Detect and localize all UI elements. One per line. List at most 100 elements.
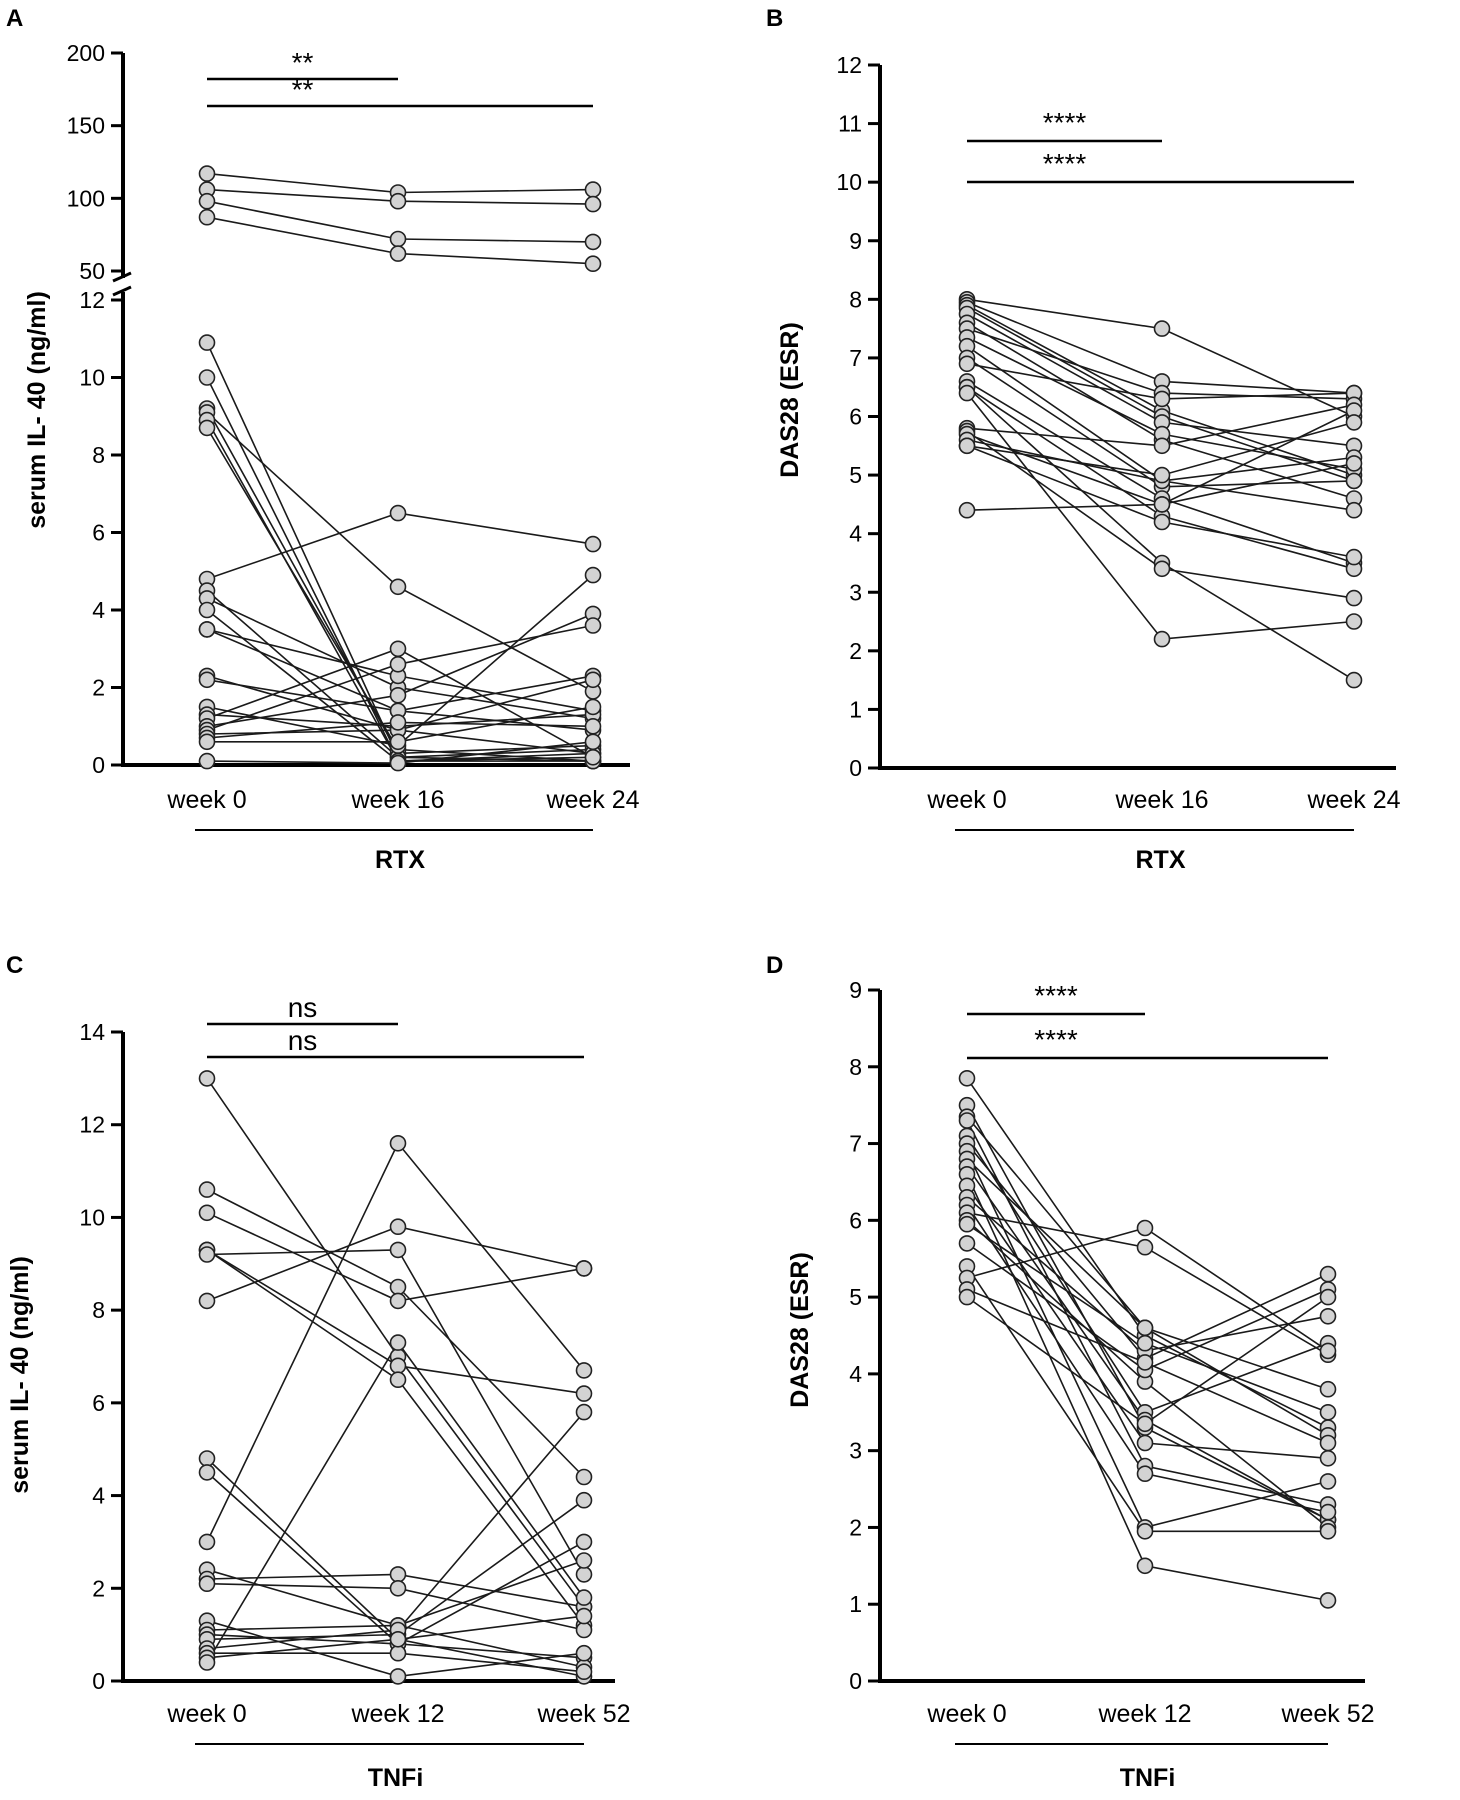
data-point xyxy=(389,714,407,731)
data-point xyxy=(1136,1238,1154,1256)
data-point xyxy=(389,1218,407,1235)
data-point xyxy=(1319,1450,1337,1467)
data-point xyxy=(1136,1334,1154,1352)
data-point xyxy=(1319,1288,1337,1306)
chart-panel-d: D 0 1 2 3 4 5 6 7 8 9 week 0 week 12 week 52 TNFi DAS28… xyxy=(766,952,1375,1792)
data-point xyxy=(1153,320,1171,337)
y-tick-label: 4 xyxy=(92,597,105,623)
panel-letter: B xyxy=(766,5,783,32)
axis-break-mark xyxy=(112,285,132,297)
data-point xyxy=(958,384,976,402)
data-point xyxy=(1345,414,1363,431)
data-point xyxy=(1345,671,1363,689)
y-tick-label: 6 xyxy=(92,520,105,546)
x-tick-label: week 0 xyxy=(166,786,246,814)
data-point xyxy=(575,1552,593,1569)
data-point xyxy=(1319,1434,1337,1452)
data-point xyxy=(389,686,407,704)
data-point xyxy=(584,535,602,553)
data-point xyxy=(584,733,602,751)
data-point xyxy=(958,1112,976,1129)
x-tick-label: week 52 xyxy=(1280,1700,1374,1728)
y-tick-label: 4 xyxy=(849,1361,862,1387)
y-tick-label: 14 xyxy=(79,1019,105,1045)
data-point xyxy=(1153,560,1171,578)
data-point xyxy=(1345,548,1363,566)
data-point xyxy=(1319,1473,1337,1490)
data-point xyxy=(389,754,407,772)
y-tick-label: 12 xyxy=(79,287,105,313)
data-point xyxy=(1136,1219,1154,1237)
y-tick-label: 2 xyxy=(849,638,862,664)
y-tick-label: 8 xyxy=(849,286,862,312)
data-point xyxy=(389,1371,407,1388)
data-point xyxy=(1319,1523,1337,1540)
data-point xyxy=(198,1292,216,1310)
y-axis-title: serum IL- 40 (ng/ml) xyxy=(6,1256,34,1494)
data-point xyxy=(584,617,602,634)
y-tick-label: 3 xyxy=(849,1438,862,1464)
data-point xyxy=(1136,1319,1154,1337)
y-tick-label: 7 xyxy=(849,1131,862,1157)
y-tick-label: 8 xyxy=(849,1054,862,1080)
y-tick-label: 10 xyxy=(79,1204,105,1230)
data-point xyxy=(198,621,216,638)
data-point xyxy=(389,1566,407,1583)
y-tick-label: 12 xyxy=(79,1112,105,1138)
data-points xyxy=(958,1070,1337,1609)
y-tick-label: 5 xyxy=(849,1284,862,1310)
data-point xyxy=(1345,455,1363,472)
data-point xyxy=(198,1204,216,1222)
data-point xyxy=(575,1607,593,1625)
data-point xyxy=(1345,613,1363,630)
significance-label: **** xyxy=(1034,980,1078,1011)
data-point xyxy=(1345,472,1363,490)
group-label: RTX xyxy=(1136,846,1186,874)
data-point xyxy=(1319,1503,1337,1521)
data-point xyxy=(198,733,216,751)
data-point xyxy=(958,1288,976,1306)
y-tick-label: 12 xyxy=(836,52,862,78)
data-point xyxy=(389,1644,407,1662)
data-point xyxy=(575,1621,593,1639)
data-point xyxy=(575,1589,593,1606)
significance-label: ns xyxy=(288,992,318,1023)
x-tick-label: week 52 xyxy=(536,1700,630,1728)
data-point xyxy=(1153,390,1171,408)
significance-label: **** xyxy=(1043,148,1087,179)
data-point xyxy=(958,1215,976,1233)
series-line xyxy=(206,1341,585,1663)
data-point xyxy=(584,748,602,766)
data-point xyxy=(1319,1308,1337,1325)
x-tick-label: week 24 xyxy=(545,786,639,814)
data-points xyxy=(198,165,602,772)
data-point xyxy=(1136,1415,1154,1433)
y-tick-label: 9 xyxy=(849,228,862,254)
data-point xyxy=(389,1580,407,1597)
y-tick-label: 0 xyxy=(92,752,105,778)
data-point xyxy=(958,1235,976,1252)
data-point xyxy=(389,1278,407,1296)
group-label: TNFi xyxy=(368,1764,424,1792)
y-tick-label: 100 xyxy=(67,185,105,211)
data-point xyxy=(1136,1354,1154,1371)
data-point xyxy=(958,437,976,455)
y-tick-label: 5 xyxy=(849,462,862,488)
data-points xyxy=(958,290,1363,689)
data-point xyxy=(389,1668,407,1685)
y-tick-label: 4 xyxy=(92,1483,105,1509)
data-point xyxy=(198,1450,216,1467)
data-point xyxy=(1319,1404,1337,1421)
data-point xyxy=(1136,1434,1154,1452)
y-tick-label: 0 xyxy=(849,755,862,781)
significance-label: ** xyxy=(292,47,314,78)
significance-label: ns xyxy=(288,1025,318,1056)
series-line xyxy=(966,1158,1329,1436)
y-tick-label: 4 xyxy=(849,521,862,547)
data-point xyxy=(584,181,602,198)
panel-letter: D xyxy=(766,952,783,979)
data-point xyxy=(575,1260,593,1277)
data-point xyxy=(575,1385,593,1402)
data-point xyxy=(1136,1523,1154,1540)
